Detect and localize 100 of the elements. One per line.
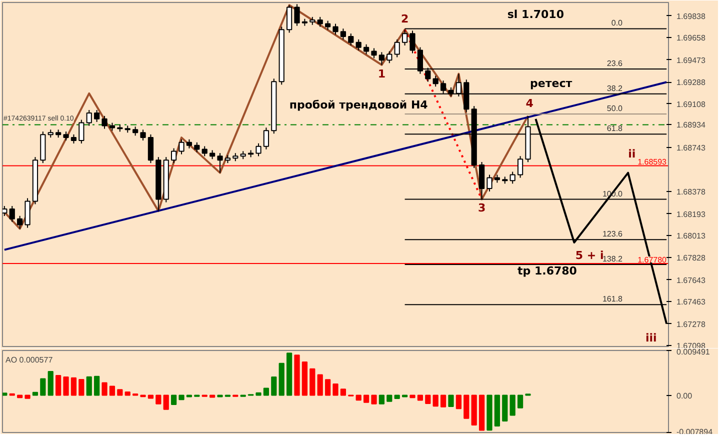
annotation: 138.2 [602,254,624,264]
candlestick [17,215,23,230]
ref-line-label: 1.67780 [638,256,668,265]
annotation: 2 [400,12,409,26]
bar [178,394,184,400]
bar [48,370,54,396]
candlestick [24,198,30,228]
bar [486,394,492,431]
candlestick [356,38,362,51]
annotation: 3 [478,202,486,215]
candlestick [194,142,200,153]
bar [494,394,500,427]
candlestick [378,52,385,66]
annotation: 23.6 [606,59,624,68]
annotation: 0.0 [611,18,624,28]
bar [256,392,262,396]
y-tick-label: 1.69473 [676,56,706,65]
bar [302,362,308,396]
candlestick [432,75,438,88]
candlestick [186,138,192,149]
candlestick [394,38,400,58]
candlestick [340,28,346,40]
bar [102,382,108,396]
bar [456,394,462,410]
bar [478,394,485,431]
candlestick [9,206,15,222]
bar [448,394,454,407]
bar [263,388,270,396]
bar [517,394,524,408]
annotation: tp 1.6780 [518,264,578,278]
bar [332,384,338,396]
bar [464,394,470,419]
bar [440,394,446,408]
candlestick [263,127,270,150]
bar [278,362,284,396]
y-tick-label: 1.67278 [676,320,706,329]
y-tick-label: 1.68934 [676,120,706,130]
bar [317,374,323,396]
bar [502,394,508,422]
bar [340,388,346,396]
annotation: ретест [530,76,573,90]
ref-line-label: 1.68593 [638,158,668,167]
bar [17,394,23,398]
bar [286,352,292,396]
candlestick [517,156,524,178]
bar [117,389,123,396]
candlestick [171,148,177,164]
y-tick-label: 1.68013 [676,231,706,240]
y-tick-label: 1.69658 [676,34,706,43]
candlestick [510,171,516,184]
bar [378,394,385,404]
candlestick [348,33,354,46]
candlestick [371,48,377,59]
bar [324,379,331,396]
annotation: 50.0 [606,104,624,113]
bar [78,378,84,396]
y-tick-label: 0.00 [676,391,693,400]
candlestick [78,119,84,144]
bar [410,394,416,398]
bar [32,392,38,396]
bar [24,394,30,399]
annotation: 1 [378,68,386,81]
bar [148,394,154,399]
candlestick [217,152,223,174]
y-tick-label: 1.69288 [676,78,706,88]
candlestick [256,142,262,157]
bar [510,394,516,416]
y-tick-label: 1.68743 [676,144,706,153]
candlestick [140,129,146,141]
y-tick-label: 1.69108 [676,100,706,109]
annotation: 123.6 [602,230,624,239]
candlestick [178,138,184,155]
candlestick [363,44,370,55]
candlestick [286,4,292,34]
candlestick [132,126,138,136]
bar [394,394,400,400]
bar [294,354,300,396]
candlestick [202,146,208,157]
annotation: 4 [526,96,534,110]
bar [63,376,69,396]
bar [363,394,370,403]
candlestick [317,16,323,28]
annotation: ii [628,147,636,160]
bar [163,394,169,410]
bar [425,394,431,404]
annotation: 38.2 [606,84,624,93]
bar [356,394,362,401]
bar [310,368,316,396]
candlestick [486,174,492,192]
annotation: 61.8 [606,124,624,134]
annotation: 5 + i [575,248,604,262]
bar [471,394,477,426]
bar [56,374,62,396]
bar [432,394,438,407]
bar [371,394,377,404]
bar [2,392,8,396]
bar [156,394,162,404]
y-tick-label: 1.67828 [676,254,706,263]
candlestick [102,115,108,130]
y-tick-label: 1.67463 [676,298,706,307]
